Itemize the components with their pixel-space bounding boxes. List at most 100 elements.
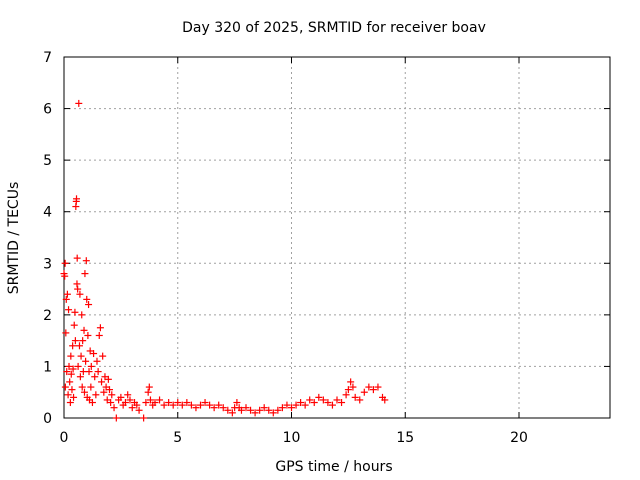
data-point	[347, 378, 355, 386]
data-point	[344, 386, 352, 394]
data-point	[265, 406, 273, 414]
data-point	[315, 393, 323, 401]
data-point	[206, 401, 214, 409]
y-axis-label: SRMTID / TECUs	[6, 182, 22, 295]
data-point	[61, 259, 69, 267]
x-axis-label: GPS time / hours	[275, 459, 392, 475]
y-tick-label: 6	[43, 102, 52, 118]
data-point	[338, 399, 346, 407]
data-point	[333, 396, 341, 404]
data-point	[110, 404, 118, 412]
data-point	[260, 404, 268, 412]
data-point	[178, 401, 186, 409]
data-point	[117, 393, 125, 401]
data-point	[351, 393, 359, 401]
data-point	[71, 308, 79, 316]
data-point	[215, 401, 223, 409]
data-point	[292, 401, 300, 409]
data-point	[84, 331, 92, 339]
data-point	[233, 399, 241, 407]
data-point	[219, 404, 227, 412]
data-point	[87, 383, 95, 391]
data-point	[80, 326, 88, 334]
data-point	[82, 257, 90, 265]
data-point	[124, 391, 132, 399]
data-point	[104, 375, 112, 383]
data-point	[242, 404, 250, 412]
data-point	[106, 386, 113, 394]
data-point	[70, 393, 78, 401]
x-tick-label: 0	[60, 430, 69, 446]
data-point	[65, 306, 73, 314]
x-tick-label: 10	[283, 430, 301, 446]
data-point	[73, 254, 81, 262]
data-point	[301, 401, 309, 409]
data-point	[297, 399, 305, 407]
data-point	[83, 295, 91, 303]
data-point	[160, 401, 168, 409]
data-point	[61, 272, 69, 280]
data-point	[78, 383, 86, 391]
y-tick-label: 0	[43, 411, 52, 427]
data-point	[61, 383, 69, 391]
data-point	[192, 404, 200, 412]
data-point	[342, 391, 350, 399]
data-point	[62, 295, 70, 303]
data-point	[319, 396, 327, 404]
data-point	[66, 378, 74, 386]
data-point	[183, 399, 191, 407]
data-point	[256, 406, 264, 414]
data-point	[169, 401, 177, 409]
data-point	[76, 290, 84, 298]
data-point	[85, 301, 93, 309]
data-point	[365, 383, 373, 391]
data-point	[95, 331, 103, 339]
data-point	[145, 383, 153, 391]
data-point	[156, 396, 164, 404]
data-point	[360, 388, 368, 396]
data-point	[81, 270, 89, 278]
data-point	[283, 401, 291, 409]
data-point	[67, 352, 75, 360]
data-point	[69, 365, 77, 373]
data-point	[228, 409, 236, 417]
data-point	[75, 99, 83, 107]
plot-area-frame	[63, 56, 611, 419]
data-point	[112, 414, 120, 422]
data-point	[79, 337, 87, 345]
y-tick-label: 2	[43, 308, 52, 324]
data-point	[67, 370, 75, 378]
data-point	[76, 373, 84, 381]
data-point	[107, 399, 115, 407]
data-point	[174, 399, 182, 407]
data-point	[74, 362, 82, 370]
data-point	[274, 406, 282, 414]
data-point	[237, 406, 245, 414]
data-point	[92, 391, 100, 399]
data-point	[140, 414, 148, 422]
data-series-srmtid	[60, 99, 389, 422]
data-point	[64, 391, 72, 399]
data-point	[381, 396, 389, 404]
data-point	[121, 399, 129, 407]
data-point	[91, 373, 99, 381]
data-point	[374, 383, 382, 391]
data-point	[73, 195, 81, 203]
chart-title: Day 320 of 2025, SRMTID for receiver boa…	[182, 20, 486, 36]
data-point	[144, 388, 152, 396]
data-point	[146, 396, 154, 404]
data-point	[251, 409, 259, 417]
data-point	[187, 401, 195, 409]
data-point	[324, 399, 332, 407]
x-tick-label: 15	[396, 430, 414, 446]
data-point	[328, 401, 336, 409]
data-point	[77, 352, 85, 360]
data-point	[65, 362, 73, 370]
data-point	[310, 399, 318, 407]
data-point	[71, 337, 79, 345]
data-point	[98, 378, 106, 386]
data-point	[135, 406, 143, 414]
data-point	[247, 406, 255, 414]
data-point	[70, 321, 78, 329]
